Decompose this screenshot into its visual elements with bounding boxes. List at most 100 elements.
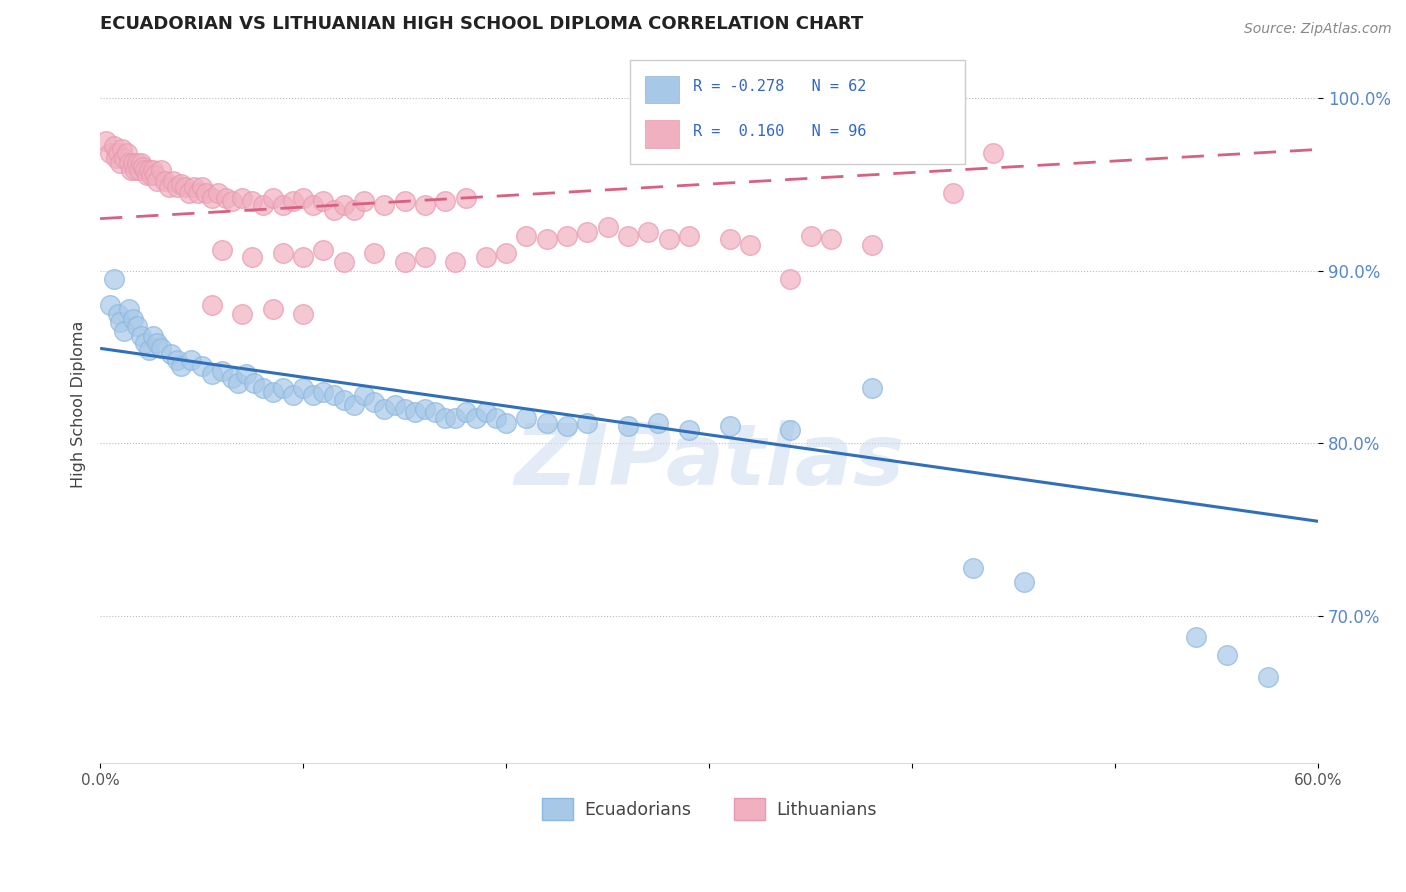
Point [292,191,315,205]
Point [146,336,169,351]
Point [150,163,173,178]
Text: R = -0.278   N = 62: R = -0.278 N = 62 [693,79,866,94]
Point [111,143,134,157]
Point [1257,670,1279,684]
Point [226,376,249,390]
Point [394,401,416,416]
Text: ECUADORIAN VS LITHUANIAN HIGH SCHOOL DIPLOMA CORRELATION CHART: ECUADORIAN VS LITHUANIAN HIGH SCHOOL DIP… [100,15,863,33]
Point [98,298,121,312]
Point [262,384,284,399]
Point [221,370,243,384]
Point [738,237,761,252]
Point [413,198,436,212]
Point [800,228,823,243]
Point [242,250,264,264]
Text: Source: ZipAtlas.com: Source: ZipAtlas.com [1244,22,1392,37]
Point [312,194,335,209]
Point [135,169,157,183]
Point [394,255,416,269]
Point [860,237,883,252]
Point [596,220,619,235]
Point [252,381,274,395]
Point [117,301,139,316]
Point [132,160,155,174]
Point [495,246,517,260]
Point [107,307,129,321]
Point [243,376,266,390]
Point [353,388,375,402]
Point [536,416,558,430]
Point [107,145,129,160]
Point [115,145,138,160]
Point [302,388,325,402]
Point [114,151,136,165]
Point [170,177,193,191]
Point [394,194,416,209]
Point [146,173,169,187]
Point [271,381,294,395]
Point [515,228,537,243]
Point [125,318,148,333]
Point [860,381,883,395]
Point [434,194,457,209]
Point [373,401,395,416]
Point [211,364,233,378]
Point [142,163,165,178]
Point [174,180,197,194]
Point [678,423,700,437]
Point [292,307,315,321]
Point [485,410,508,425]
Point [363,246,385,260]
Point [201,368,224,382]
Y-axis label: High School Diploma: High School Diploma [72,321,86,488]
Point [292,381,315,395]
Point [617,228,640,243]
Legend: Ecuadorians, Lithuanians: Ecuadorians, Lithuanians [536,791,883,827]
Point [110,156,132,170]
Point [129,156,152,170]
Point [983,145,1005,160]
Point [235,368,257,382]
Point [150,342,173,356]
Point [138,343,160,357]
Point [475,405,498,419]
Point [179,186,201,200]
Point [124,163,146,178]
Point [162,173,184,187]
Point [312,384,335,399]
Point [138,163,160,178]
Point [103,272,125,286]
Point [1012,574,1035,589]
FancyBboxPatch shape [630,60,965,164]
Point [779,423,801,437]
Point [495,416,517,430]
Point [262,301,284,316]
Point [353,194,375,209]
Point [271,198,294,212]
Point [404,405,426,419]
Point [252,198,274,212]
Point [201,298,224,312]
Point [962,561,984,575]
Point [103,139,125,153]
Point [128,163,150,178]
Point [637,226,659,240]
Point [157,180,180,194]
Point [413,250,436,264]
Point [215,191,238,205]
Point [312,243,335,257]
Point [201,191,224,205]
Point [231,191,253,205]
Point [555,228,578,243]
Point [117,156,139,170]
Point [647,416,669,430]
Point [96,134,118,148]
Point [384,399,406,413]
Point [166,353,188,368]
Point [454,191,477,205]
Point [183,180,205,194]
Point [143,169,166,183]
Point [678,228,700,243]
Point [134,336,156,351]
Point [121,156,143,170]
